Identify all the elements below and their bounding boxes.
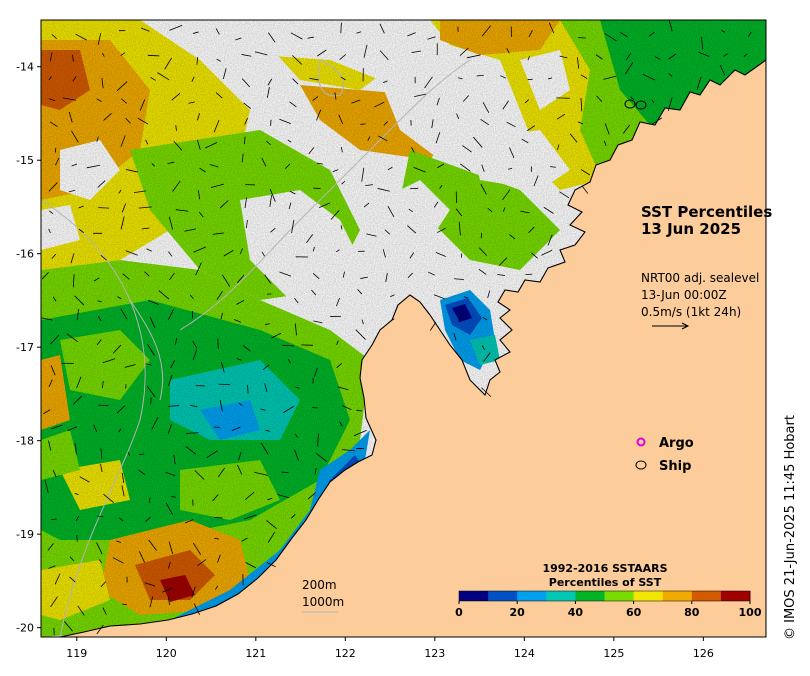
x-tick-label: 125 (603, 647, 624, 660)
colorbar-tick-label: 80 (684, 606, 700, 619)
y-tick-label: -16 (16, 248, 34, 261)
y-axis-ticks: -14 -15 -16 -17 -18 -19 -20 (16, 61, 41, 635)
x-tick-label: 119 (66, 647, 87, 660)
credit-label: © IMOS 21-Jun-2025 11:45 Hobart (783, 415, 798, 640)
map-title-line2: 13 Jun 2025 (641, 220, 741, 238)
colorbar-title-line2: Percentiles of SST (549, 576, 662, 589)
colorbar-tick-label: 60 (626, 606, 642, 619)
argo-legend-label: Argo (659, 436, 694, 451)
y-tick-label: -15 (16, 154, 34, 167)
y-tick-label: -17 (16, 341, 34, 354)
colorbar-swatch (692, 591, 722, 601)
ship-legend-label: Ship (659, 459, 691, 474)
colorbar-tick-label: 40 (568, 606, 584, 619)
current-arrow (218, 384, 230, 385)
x-tick-label: 120 (156, 647, 177, 660)
current-arrow (218, 339, 219, 350)
colorbar-swatch (634, 591, 664, 601)
x-axis-ticks: 119 120 121 122 123 124 125 126 (66, 637, 714, 660)
x-tick-label: 126 (693, 647, 714, 660)
current-arrow (525, 274, 532, 275)
colorbar-swatch (575, 591, 605, 601)
colorbar-tick-label: 20 (510, 606, 526, 619)
colorbar-swatch (605, 591, 635, 601)
colorbar-swatch (459, 591, 489, 601)
currents-scale-label: 0.5m/s (1kt 24h) (641, 305, 741, 319)
colorbar-swatch (517, 591, 547, 601)
map-title-line1: SST Percentiles (641, 203, 772, 221)
colorbar-swatch (663, 591, 693, 601)
x-tick-label: 123 (424, 647, 445, 660)
y-tick-label: -19 (16, 528, 34, 541)
y-tick-label: -18 (16, 435, 34, 448)
colorbar-swatch (721, 591, 751, 601)
currents-source-label: NRT00 adj. sealevel (641, 271, 759, 285)
colorbar-swatch (546, 591, 576, 601)
isobath-200m-label: 200m (302, 578, 337, 592)
colorbar-swatch (488, 591, 518, 601)
current-arrow (171, 497, 176, 498)
current-arrow (214, 538, 219, 539)
x-tick-label: 124 (514, 647, 535, 660)
x-tick-label: 122 (335, 647, 356, 660)
colorbar-tick-label: 0 (455, 606, 463, 619)
current-arrow (313, 188, 320, 189)
colorbar-title-line1: 1992-2016 SSTAARS (542, 562, 667, 575)
map-field (41, 20, 766, 637)
current-arrow (248, 385, 249, 394)
y-tick-label: -14 (16, 61, 34, 74)
colorbar-tick-label: 100 (739, 606, 762, 619)
currents-time-label: 13-Jun 00:00Z (641, 288, 727, 302)
y-tick-label: -20 (16, 622, 34, 635)
isobath-1000m-label: 1000m (302, 595, 344, 609)
x-tick-label: 121 (245, 647, 266, 660)
